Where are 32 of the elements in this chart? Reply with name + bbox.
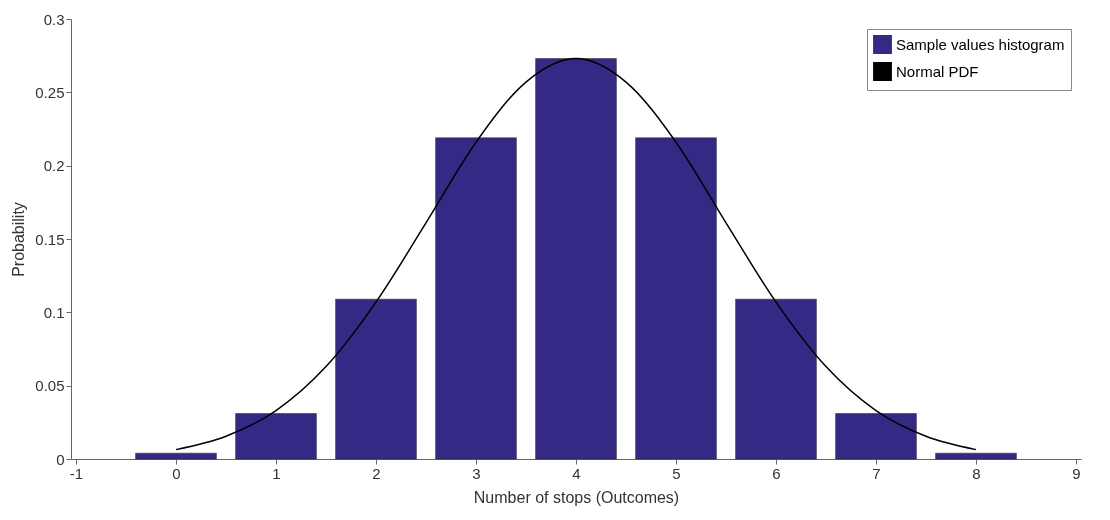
y-tick-label: 0.15 — [35, 230, 65, 248]
x-tick-label: 9 — [1072, 464, 1081, 482]
x-tick-label: 6 — [772, 464, 781, 482]
x-tick-label: 8 — [972, 464, 981, 482]
y-tick-label: 0.1 — [43, 303, 65, 321]
x-tick-label: 1 — [272, 464, 281, 482]
bar — [335, 298, 417, 460]
bar — [735, 298, 817, 460]
y-tick-label: 0.05 — [35, 377, 65, 395]
legend-label: Sample values histogram — [896, 35, 1065, 53]
bar — [435, 137, 517, 460]
bar — [835, 413, 917, 460]
y-tick-label: 0.2 — [43, 157, 65, 175]
line-series — [175, 57, 977, 451]
bar — [535, 58, 617, 460]
bar — [935, 452, 1017, 460]
x-tick-label: 2 — [372, 464, 381, 482]
legend-label: Normal PDF — [896, 62, 979, 80]
x-tick-label: 5 — [672, 464, 681, 482]
y-tick-label: 0.3 — [43, 10, 65, 28]
x-tick-label: 0 — [172, 464, 181, 482]
y-axis-title: Probability — [10, 202, 28, 277]
y-tick-label: 0 — [56, 450, 65, 468]
x-tick-label: 4 — [572, 464, 581, 482]
x-tick-label: 3 — [472, 464, 481, 482]
bar — [235, 413, 317, 460]
x-tick-label: 7 — [872, 464, 881, 482]
bar — [635, 137, 717, 460]
bar — [135, 452, 217, 460]
x-tick-label: -1 — [69, 464, 84, 482]
x-axis-title: Number of stops (Outcomes) — [473, 488, 680, 506]
y-tick-label: 0.25 — [35, 83, 65, 101]
